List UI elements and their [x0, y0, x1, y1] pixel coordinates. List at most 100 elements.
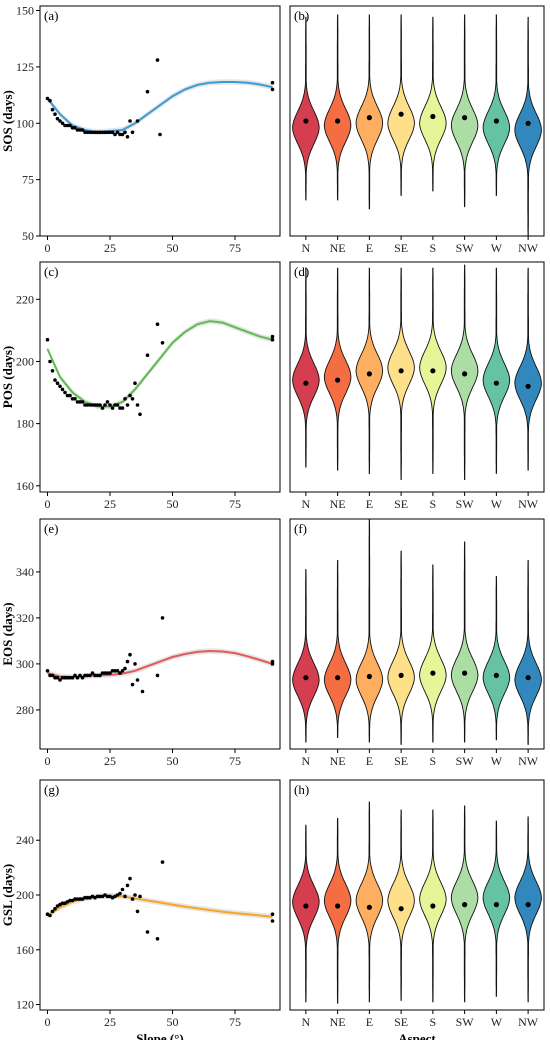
data-point — [98, 894, 102, 899]
data-point — [95, 130, 100, 135]
data-point — [133, 662, 137, 666]
x-tick-label: N — [302, 497, 311, 511]
panel-label: (e) — [44, 521, 58, 536]
data-point — [90, 403, 95, 407]
panel-frame-2 — [39, 261, 281, 493]
median-dot-E — [366, 673, 372, 680]
data-point — [75, 675, 80, 680]
median-dot-NE — [335, 118, 341, 124]
x-tick-label: 50 — [167, 241, 179, 255]
data-point — [135, 678, 140, 682]
x-tick-label: E — [366, 241, 373, 255]
median-dot-NW — [525, 120, 531, 126]
data-point — [60, 675, 65, 680]
data-point — [63, 390, 67, 395]
data-point — [65, 123, 70, 128]
y-tick-label: 220 — [16, 292, 34, 306]
data-point — [120, 132, 125, 137]
data-point — [58, 119, 62, 123]
median-dot-N — [303, 380, 309, 386]
y-tick-label: 180 — [16, 417, 34, 431]
data-point — [60, 901, 65, 905]
x-tick-label: NE — [330, 754, 346, 768]
violin-SW — [450, 14, 479, 208]
violin-S — [419, 16, 447, 192]
data-point — [133, 381, 137, 386]
data-point — [55, 381, 60, 386]
data-point — [130, 682, 135, 687]
data-point — [80, 675, 85, 680]
data-point — [270, 337, 275, 342]
violin-W — [482, 267, 511, 474]
median-dot-SE — [398, 906, 404, 912]
data-point — [123, 130, 127, 135]
x-tick-label: NE — [330, 1015, 346, 1029]
data-point — [78, 400, 82, 404]
median-dot-N — [303, 675, 309, 681]
data-point — [128, 876, 132, 881]
data-point — [53, 378, 57, 382]
x-tick-label: 75 — [229, 241, 241, 255]
confidence-band — [47, 79, 273, 136]
data-point — [110, 669, 115, 673]
x-tick-label: 25 — [104, 497, 116, 511]
data-point — [105, 671, 110, 675]
data-point — [155, 673, 160, 678]
data-point — [270, 334, 275, 339]
x-tick-label: W — [491, 241, 503, 255]
x-axis-label: Slope (°) — [136, 1031, 183, 1040]
x-tick-label: NW — [518, 497, 539, 511]
y-tick-label: 340 — [16, 565, 34, 579]
violin-W — [482, 576, 511, 741]
data-point — [108, 130, 112, 135]
data-point — [125, 883, 130, 888]
x-tick-label: SE — [394, 497, 408, 511]
data-point — [145, 89, 150, 94]
data-point — [80, 400, 85, 404]
x-tick-label: 0 — [45, 241, 51, 255]
median-dot-SW — [462, 371, 468, 377]
data-point — [105, 130, 110, 135]
x-tick-label: 75 — [229, 1015, 241, 1029]
violin-NE — [323, 817, 352, 1004]
data-point — [53, 906, 57, 911]
violin-NW — [514, 816, 542, 1003]
data-point — [93, 130, 97, 135]
data-point — [78, 897, 82, 901]
y-axis-label: SOS (days) — [0, 90, 15, 152]
data-point — [48, 913, 52, 918]
panel-label: (g) — [44, 782, 59, 797]
data-point — [75, 400, 80, 404]
data-point — [98, 130, 102, 135]
x-tick-label: NE — [330, 241, 346, 255]
y-tick-label: 50 — [22, 229, 34, 243]
data-point — [118, 132, 122, 137]
data-point — [45, 337, 50, 342]
data-point — [100, 406, 105, 410]
data-point — [103, 130, 107, 135]
y-tick-label: 100 — [16, 116, 34, 130]
data-point — [55, 116, 60, 121]
panel-frame-4 — [39, 518, 281, 750]
violin-W — [482, 820, 511, 997]
data-point — [135, 403, 140, 407]
data-point — [88, 673, 92, 678]
data-point — [75, 897, 80, 901]
data-point — [160, 860, 165, 864]
data-point — [95, 403, 100, 407]
x-tick-label: 25 — [104, 241, 116, 255]
median-dot-W — [493, 380, 499, 386]
y-tick-label: 240 — [16, 833, 34, 847]
data-point — [48, 673, 52, 678]
median-dot-S — [430, 113, 436, 120]
violin-NE — [323, 267, 352, 471]
data-point — [128, 119, 132, 123]
data-point — [60, 121, 65, 126]
x-tick-label: 75 — [229, 497, 241, 511]
median-dot-N — [303, 118, 309, 124]
data-point — [155, 937, 160, 941]
x-tick-label: 0 — [45, 754, 51, 768]
x-tick-label: S — [430, 754, 437, 768]
data-point — [88, 130, 92, 135]
